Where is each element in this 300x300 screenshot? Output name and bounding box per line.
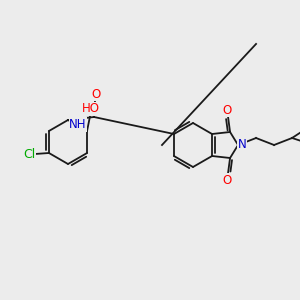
Text: O: O <box>222 173 232 187</box>
Text: HO: HO <box>82 103 100 116</box>
Text: O: O <box>222 103 232 116</box>
Text: N: N <box>238 139 246 152</box>
Text: O: O <box>92 88 100 100</box>
Text: NH: NH <box>69 118 87 131</box>
Text: Cl: Cl <box>23 148 35 160</box>
